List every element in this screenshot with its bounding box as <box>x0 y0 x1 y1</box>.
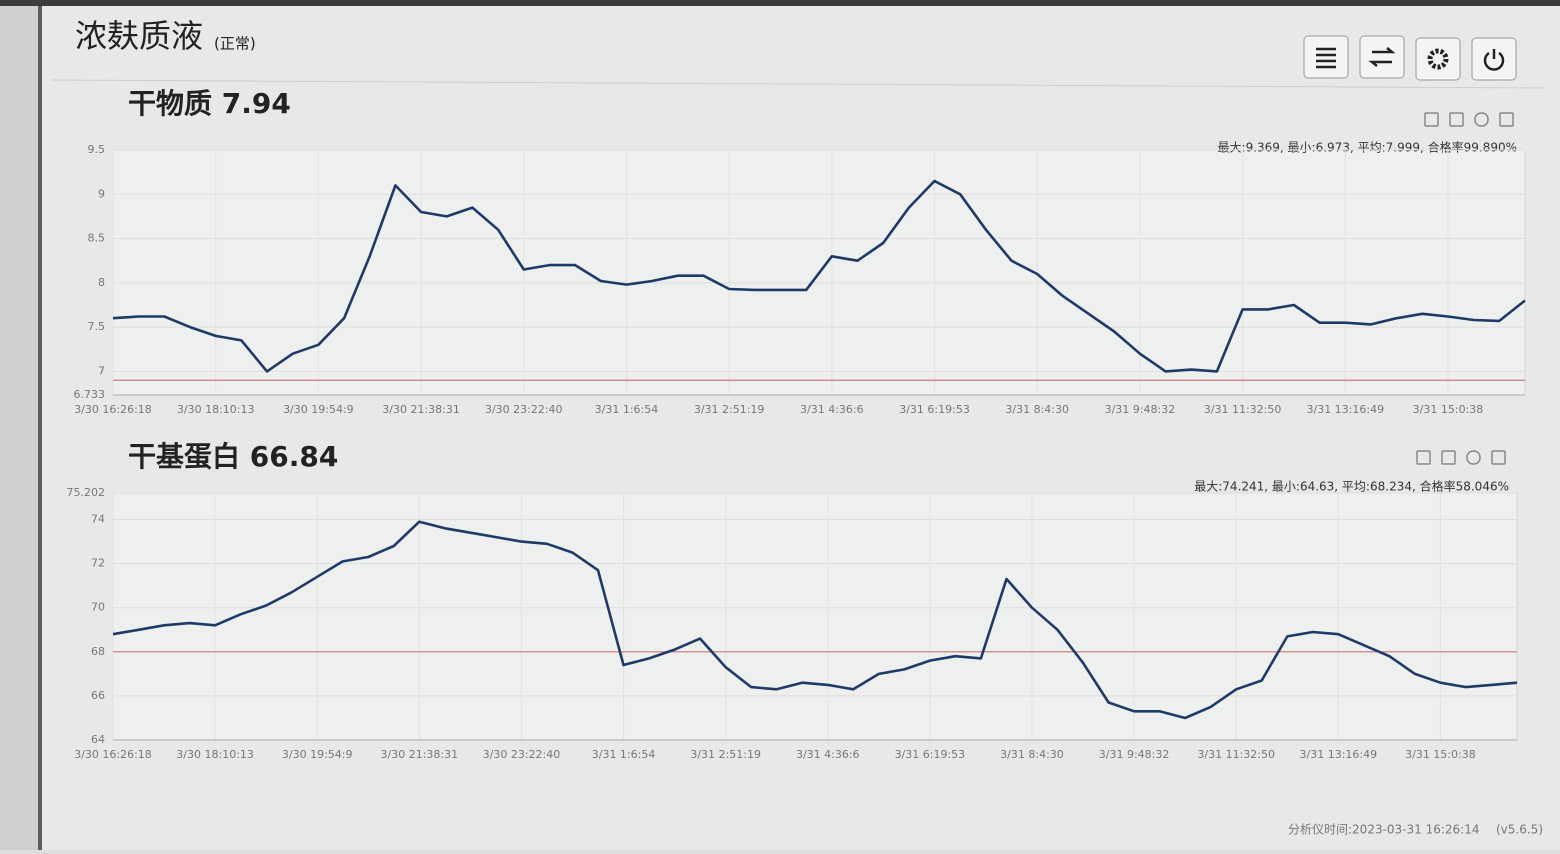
y-tick-label: 72 <box>91 557 105 570</box>
y-tick-label: 68 <box>91 645 105 658</box>
y-tick-label: 7 <box>98 364 105 377</box>
chart-tool-icon[interactable] <box>1449 112 1464 127</box>
chart-tool-icon[interactable] <box>1441 450 1456 465</box>
x-tick-label: 3/31 13:16:49 <box>1300 748 1378 761</box>
data-line <box>112 520 1518 720</box>
chart-title: 干物质 7.94 <box>128 87 291 120</box>
x-tick-label: 3/30 19:54:9 <box>282 748 353 761</box>
x-tick-label: 3/31 8:4:30 <box>1005 403 1069 416</box>
y-tick-label: 74 <box>91 513 105 526</box>
chart-tool-icon[interactable] <box>1416 450 1431 465</box>
chart-title: 干基蛋白 66.84 <box>128 440 338 473</box>
x-tick-label: 3/30 16:26:18 <box>74 403 152 416</box>
power-button[interactable] <box>1471 37 1517 81</box>
y-tick-label: 9 <box>98 187 105 200</box>
x-tick-label: 3/31 2:51:19 <box>694 403 765 416</box>
analyzer-time: 分析仪时间:2023-03-31 16:26:14 <box>1288 823 1480 837</box>
x-tick-label: 3/31 6:19:53 <box>899 403 970 416</box>
x-tick-label: 3/30 23:22:40 <box>485 403 563 416</box>
chart-tool-icon[interactable] <box>1466 450 1481 465</box>
data-line <box>112 179 1526 373</box>
y-tick-label: 8 <box>98 276 105 289</box>
x-tick-label: 3/31 13:16:49 <box>1306 403 1384 416</box>
x-tick-label: 3/31 1:6:54 <box>595 403 659 416</box>
x-tick-label: 3/30 21:38:31 <box>382 403 460 416</box>
chart-tool-icon[interactable] <box>1474 112 1489 127</box>
x-tick-label: 3/31 4:36:6 <box>796 748 860 761</box>
x-tick-label: 3/31 6:19:53 <box>895 748 966 761</box>
x-tick-label: 3/31 9:48:32 <box>1105 403 1176 416</box>
x-tick-label: 3/30 21:38:31 <box>381 748 459 761</box>
chart-tool-icon[interactable] <box>1424 112 1439 127</box>
y-tick-label: 6.733 <box>74 388 106 401</box>
toolbar <box>1303 35 1517 81</box>
x-tick-label: 3/30 19:54:9 <box>283 403 354 416</box>
left-edge <box>0 0 40 850</box>
x-tick-label: 3/31 15:0:38 <box>1405 748 1476 761</box>
x-tick-label: 3/30 18:10:13 <box>176 748 254 761</box>
x-tick-label: 3/31 2:51:19 <box>690 748 761 761</box>
x-tick-label: 3/31 8:4:30 <box>1000 748 1064 761</box>
x-tick-label: 3/30 23:22:40 <box>483 748 561 761</box>
y-tick-label: 70 <box>91 601 105 614</box>
page-title: 浓麸质液 <box>75 17 203 55</box>
plot-area <box>112 492 1518 741</box>
y-tick-label: 64 <box>91 733 105 746</box>
chart-stats: 最大:9.369, 最小:6.973, 平均:7.999, 合格率99.890% <box>1218 140 1517 155</box>
x-tick-label: 3/30 18:10:13 <box>177 403 255 416</box>
switch-button[interactable] <box>1359 35 1405 79</box>
y-tick-label: 8.5 <box>88 232 106 245</box>
settings-button[interactable] <box>1415 37 1461 81</box>
status: (正常) <box>214 35 256 53</box>
y-tick-label: 9.5 <box>88 143 106 156</box>
version: (v5.6.5) <box>1496 823 1543 837</box>
y-tick-label: 75.202 <box>67 486 106 499</box>
panel-border <box>38 0 42 850</box>
chart-stats: 最大:74.241, 最小:64.63, 平均:68.234, 合格率58.04… <box>1194 479 1509 494</box>
x-tick-label: 3/31 4:36:6 <box>800 403 864 416</box>
x-tick-label: 3/31 9:48:32 <box>1099 748 1170 761</box>
x-tick-label: 3/31 11:32:50 <box>1197 748 1275 761</box>
x-tick-label: 3/31 1:6:54 <box>592 748 656 761</box>
x-tick-label: 3/31 15:0:38 <box>1413 403 1484 416</box>
top-edge <box>0 0 1560 6</box>
list-button[interactable] <box>1303 35 1349 79</box>
chart-tool-icon[interactable] <box>1499 112 1514 127</box>
header-divider <box>51 79 1546 89</box>
y-tick-label: 7.5 <box>88 320 106 333</box>
y-tick-label: 66 <box>91 689 105 702</box>
x-tick-label: 3/31 11:32:50 <box>1204 403 1282 416</box>
x-tick-label: 3/30 16:26:18 <box>74 748 152 761</box>
chart-tool-icon[interactable] <box>1491 450 1506 465</box>
